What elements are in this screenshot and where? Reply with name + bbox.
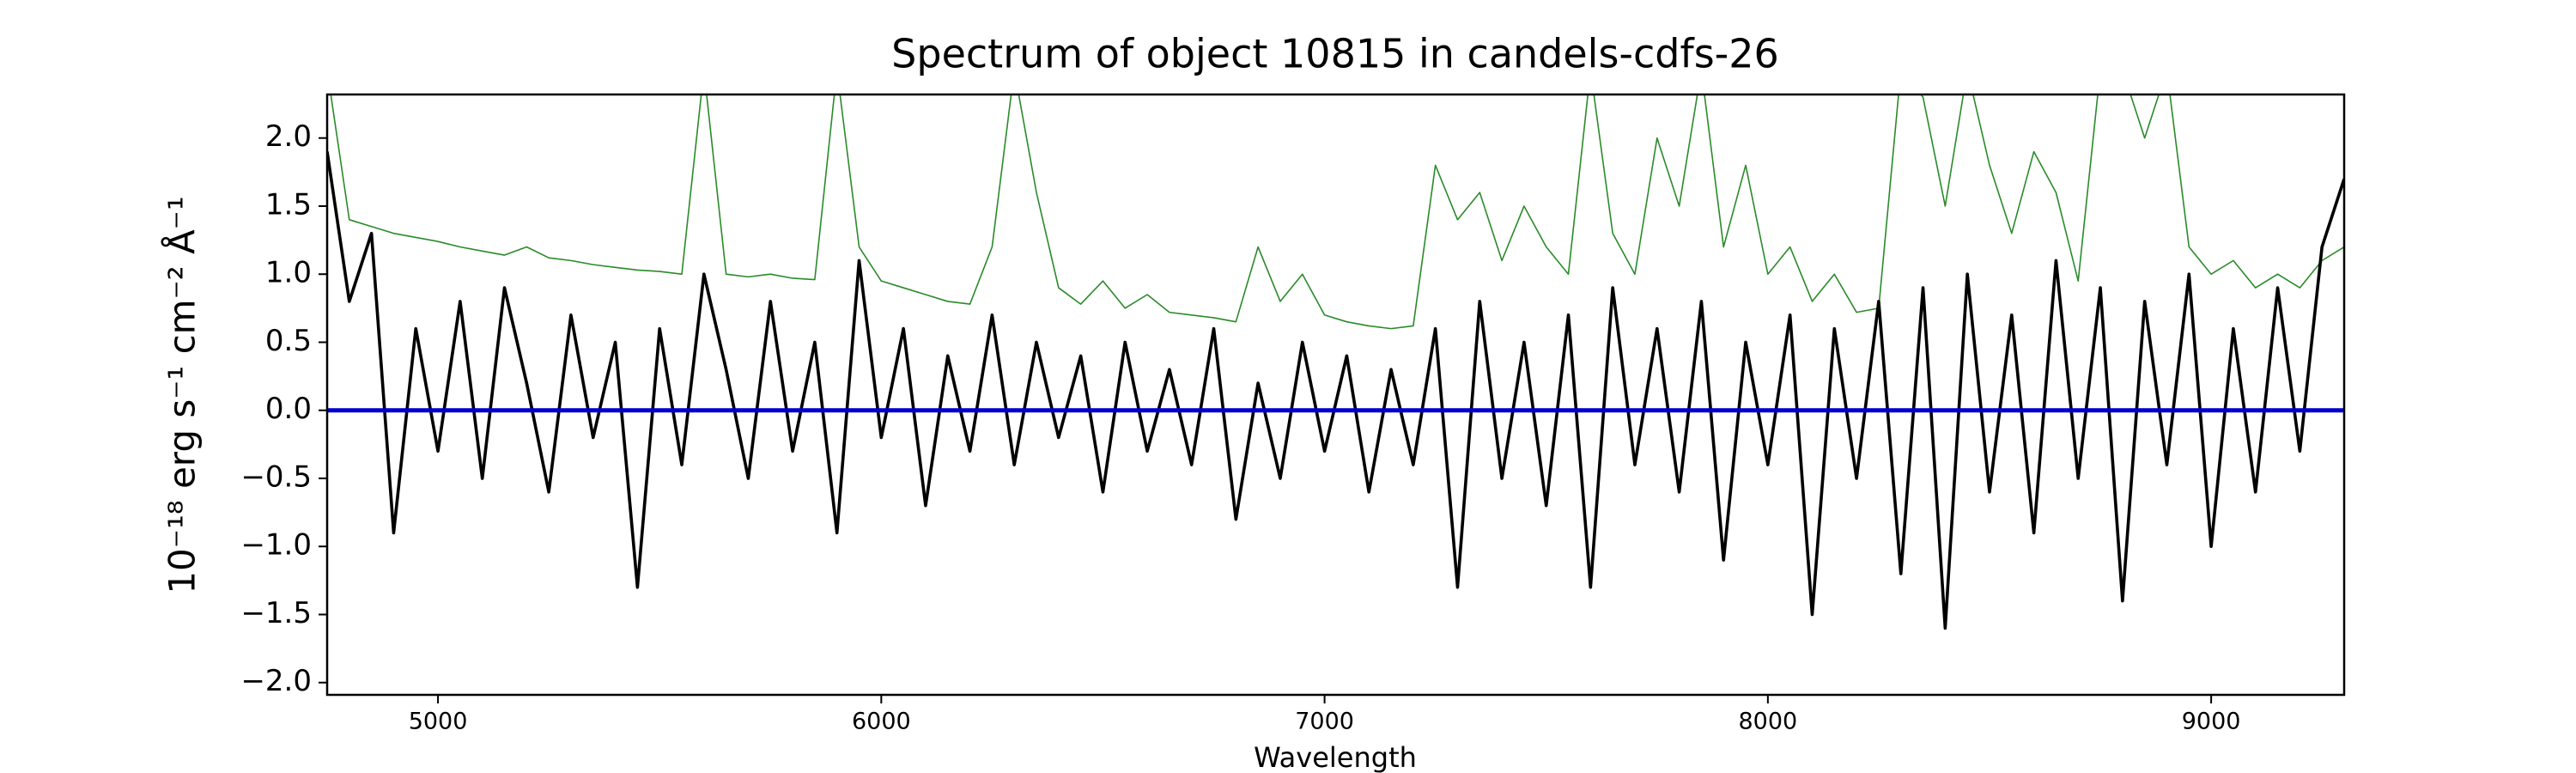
y-tick-label: 0.5: [265, 324, 312, 358]
x-tick-label: 8000: [1738, 709, 1797, 735]
x-axis-label: Wavelength: [1254, 741, 1417, 773]
x-tick-label: 9000: [2182, 709, 2241, 735]
y-tick-label: −0.5: [240, 460, 312, 494]
y-axis-label: 10⁻¹⁸ erg s⁻¹ cm⁻² Å⁻¹: [161, 196, 204, 593]
y-tick-label: 1.0: [265, 256, 312, 290]
y-tick-label: 0.0: [265, 392, 312, 426]
x-tick-label: 6000: [852, 709, 911, 735]
spectrum-line: [327, 151, 2344, 630]
x-tick-label: 7000: [1295, 709, 1354, 735]
plot-area: [327, 94, 2344, 630]
y-tick-label: −1.5: [240, 596, 312, 630]
chart-title: Spectrum of object 10815 in candels-cdfs…: [891, 31, 1779, 77]
spectrum-line: [330, 94, 2344, 330]
y-tick-label: −1.0: [240, 528, 312, 563]
x-tick-label: 5000: [409, 709, 468, 735]
axes-frame: [325, 93, 2346, 697]
y-tick-label: −2.0: [240, 664, 312, 698]
y-tick-label: 2.0: [265, 119, 312, 154]
y-tick-label: 1.5: [265, 187, 312, 222]
